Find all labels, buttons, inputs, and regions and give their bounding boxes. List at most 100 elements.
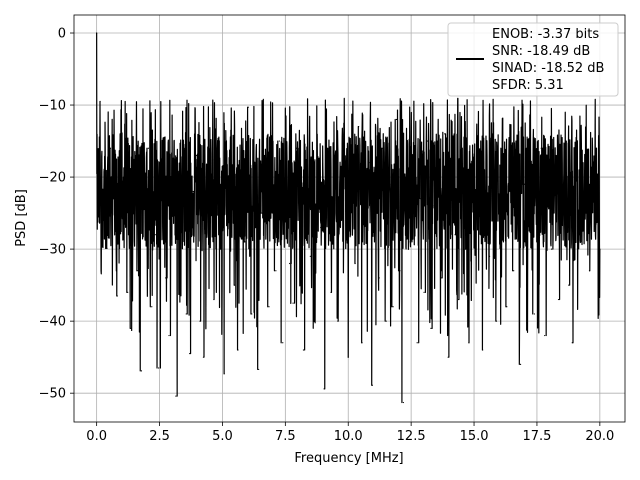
psd-data-point (430, 327, 432, 329)
psd-data-point (437, 169, 439, 171)
psd-data-point (582, 162, 584, 164)
psd-data-point (275, 270, 277, 272)
psd-data-point (385, 320, 387, 322)
psd-data-point (461, 147, 463, 149)
psd-data-point (488, 255, 491, 257)
psd-data-point (375, 212, 377, 214)
psd-data-point (544, 334, 546, 337)
psd-data-point (592, 183, 594, 185)
psd-data-point (151, 306, 153, 308)
psd-data-point (389, 183, 391, 185)
psd-data-point (471, 176, 473, 178)
y-tick-label: −20 (39, 171, 66, 186)
psd-data-point (516, 140, 518, 142)
psd-data-point (571, 342, 573, 344)
psd-data-point (230, 129, 232, 131)
psd-data-point (175, 395, 177, 397)
legend-line-snr: SNR: -18.49 dB (492, 44, 590, 59)
x-tick-label: 0.0 (86, 429, 107, 444)
psd-data-point (506, 306, 508, 308)
psd-data-point (378, 277, 380, 279)
psd-data-point (457, 298, 460, 301)
psd-data-point (326, 190, 329, 193)
psd-data-point (258, 368, 260, 371)
psd-data-point (575, 176, 577, 178)
psd-data-point (171, 162, 174, 164)
x-tick-label: 17.5 (522, 429, 551, 444)
psd-data-point (485, 198, 487, 200)
psd-data-point (451, 183, 453, 185)
psd-data-point (482, 349, 484, 351)
psd-data-point (537, 212, 539, 214)
psd-data-point (202, 356, 205, 358)
psd-data-point (213, 298, 215, 301)
psd-data-point (320, 226, 322, 229)
legend: ENOB: -3.37 bits SNR: -18.49 dB SINAD: -… (447, 22, 619, 97)
psd-data-point (147, 147, 149, 149)
psd-data-point (433, 205, 436, 207)
psd-data-point (495, 320, 498, 322)
psd-data-point (509, 190, 511, 193)
psd-data-point (209, 176, 211, 178)
psd-data-point (323, 388, 325, 390)
psd-data-point (154, 234, 156, 236)
psd-data-point (109, 147, 112, 149)
psd-data-point (302, 349, 305, 351)
psd-data-point (561, 205, 563, 207)
x-axis-label: Frequency [MHz] (294, 451, 403, 466)
psd-data-point (220, 248, 222, 250)
psd-data-point (182, 147, 184, 149)
psd-data-point (240, 169, 242, 171)
psd-data-point (216, 147, 218, 149)
psd-data-point (468, 342, 470, 344)
legend-line-enob: ENOB: -3.37 bits (492, 27, 599, 42)
psd-data-point (271, 183, 274, 185)
psd-data-point (254, 183, 256, 185)
psd-data-point (237, 349, 239, 351)
psd-data-point (130, 327, 132, 329)
x-tick-label: 20.0 (585, 429, 614, 444)
psd-data-point (161, 183, 163, 185)
psd-data-point (368, 162, 370, 164)
psd-data-point (554, 154, 556, 157)
psd-data-point (333, 154, 336, 157)
psd-data-point (313, 284, 315, 286)
psd-data-point (371, 384, 373, 386)
psd-data-point (158, 367, 160, 369)
y-tick-label: −50 (39, 387, 66, 402)
psd-data-point (499, 212, 501, 214)
psd-data-point (306, 176, 308, 178)
psd-data-point (261, 212, 263, 214)
psd-data-point (330, 291, 332, 293)
psd-data-point (164, 277, 167, 279)
psd-data-point (144, 190, 146, 193)
psd-data-point (416, 342, 418, 344)
psd-data-point (106, 247, 108, 249)
psd-data-point (595, 147, 597, 149)
psd-data-point (502, 154, 504, 157)
psd-data-point (347, 356, 349, 358)
psd-data-point (244, 241, 246, 243)
psd-data-point (127, 291, 129, 293)
psd-data-point (178, 226, 180, 229)
psd-data-point (99, 100, 101, 103)
psd-data-point (295, 147, 298, 149)
psd-data-point (413, 154, 415, 157)
psd-data-point (392, 306, 394, 308)
legend-box (447, 22, 619, 97)
psd-data-point (588, 270, 591, 272)
y-tick-label: −40 (39, 315, 66, 330)
y-axis-label: PSD [dB] (14, 189, 29, 247)
psd-data-point (278, 140, 280, 142)
psd-data-point (357, 126, 360, 128)
psd-data-point (578, 234, 580, 236)
psd-data-point (113, 198, 115, 200)
psd-data-point (351, 183, 353, 185)
psd-data-point (426, 140, 429, 142)
psd-data-point (464, 248, 467, 250)
x-tick-label: 12.5 (397, 429, 426, 444)
y-tick-label: 0 (58, 27, 66, 42)
psd-data-point (454, 234, 456, 236)
psd-data-point (268, 306, 270, 308)
